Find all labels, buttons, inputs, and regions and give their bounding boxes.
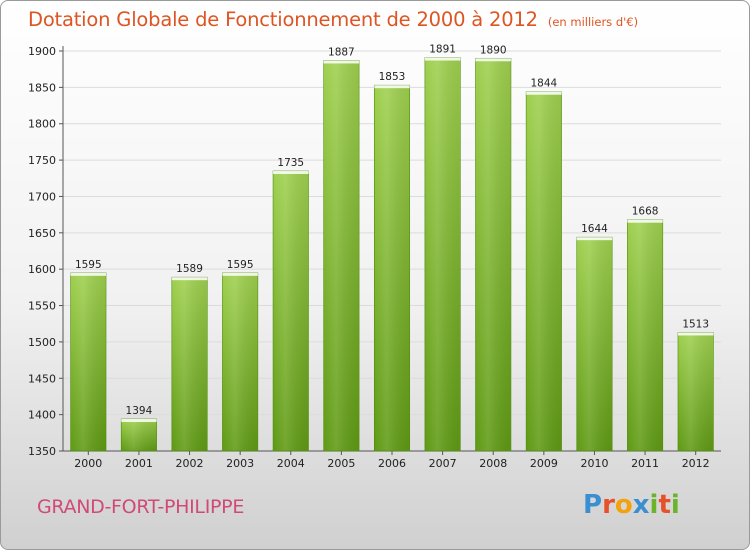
data-label: 1844	[530, 78, 557, 90]
bar-shine	[627, 220, 663, 451]
logo-letter: P	[583, 490, 603, 520]
logo-letter: i	[670, 490, 680, 520]
y-tick-label: 1500	[28, 336, 56, 349]
bar-cap	[677, 332, 714, 336]
x-tick-label: 2004	[277, 457, 305, 470]
y-tick-label: 1600	[28, 263, 56, 276]
bar-shine	[324, 60, 359, 451]
bar-shine	[425, 58, 460, 451]
bar-shine	[374, 85, 410, 451]
y-tick-label: 1450	[28, 372, 56, 385]
bar-shine	[577, 237, 612, 451]
x-tick-label: 2012	[682, 457, 710, 470]
data-label: 1394	[126, 405, 153, 417]
chart-title-text: Dotation Globale de Fonctionnement de 20…	[28, 8, 538, 31]
y-tick-label: 1550	[28, 300, 56, 313]
bar-shine	[678, 332, 713, 451]
y-tick-label: 1750	[28, 154, 56, 167]
chart-title: Dotation Globale de Fonctionnement de 20…	[28, 8, 638, 31]
bar-shine	[222, 273, 258, 451]
data-label: 1890	[480, 44, 507, 56]
y-tick-label: 1850	[28, 81, 56, 94]
y-tick-label: 1650	[28, 227, 56, 240]
x-tick-label: 2011	[631, 457, 659, 470]
x-tick-label: 2001	[125, 457, 153, 470]
data-label: 1891	[429, 44, 456, 56]
data-label: 1644	[581, 223, 608, 235]
y-tick-label: 1800	[28, 118, 56, 131]
bar-cap	[374, 85, 410, 89]
data-label: 1513	[682, 318, 709, 330]
bar-cap	[475, 58, 511, 62]
axis-layer: 1350 1400 1450 1500 1550 1600 1650 1700 1750 1800…	[28, 45, 721, 470]
bar-shine	[476, 58, 511, 451]
y-tick-label: 1900	[28, 45, 56, 58]
bar-shine	[121, 419, 157, 451]
data-label: 1595	[227, 259, 254, 271]
bar-cap	[171, 277, 208, 281]
data-label: 1595	[75, 259, 102, 271]
proxiti-logo[interactable]: Proxiti	[583, 490, 680, 520]
y-tick-label: 1350	[28, 445, 56, 458]
bar-layer: 1595 1394 1589 1595 1735 1887 1853 1891 1890 1844…	[70, 44, 714, 452]
x-tick-label: 2009	[530, 457, 558, 470]
bar-cap	[70, 272, 107, 276]
logo-letter: o	[614, 490, 633, 520]
bar-shine	[172, 277, 207, 451]
bar-cap	[424, 57, 461, 61]
bar-cap	[273, 171, 309, 174]
x-tick-label: 2000	[74, 457, 102, 470]
logo-letter: r	[602, 490, 615, 520]
bar-cap	[627, 219, 663, 223]
chart-unit: (en milliers d'€)	[547, 15, 639, 29]
x-tick-label: 2006	[378, 457, 406, 470]
x-tick-label: 2010	[580, 457, 608, 470]
bar-shine	[526, 92, 562, 451]
data-label: 1589	[176, 263, 203, 275]
x-tick-label: 2003	[226, 457, 254, 470]
logo-letter: x	[632, 490, 650, 520]
bar-cap	[576, 237, 613, 241]
data-label: 1887	[328, 46, 355, 58]
y-tick-label: 1700	[28, 190, 56, 203]
logo-letter: t	[658, 490, 671, 520]
data-label: 1668	[632, 206, 659, 218]
y-tick-label: 1400	[28, 409, 56, 422]
data-label: 1735	[277, 157, 304, 169]
bar-shine	[71, 273, 106, 451]
bar-cap	[526, 91, 562, 95]
bar-shine	[273, 171, 308, 451]
bar-cap	[121, 419, 157, 422]
logo-letter: i	[649, 490, 659, 520]
x-tick-label: 2007	[429, 457, 457, 470]
bar-cap	[323, 60, 360, 64]
x-tick-label: 2005	[327, 457, 355, 470]
x-tick-label: 2002	[176, 457, 204, 470]
data-label: 1853	[379, 71, 406, 83]
x-tick-label: 2008	[479, 457, 507, 470]
commune-name: GRAND-FORT-PHILIPPE	[37, 496, 245, 518]
bar-cap	[222, 272, 258, 276]
